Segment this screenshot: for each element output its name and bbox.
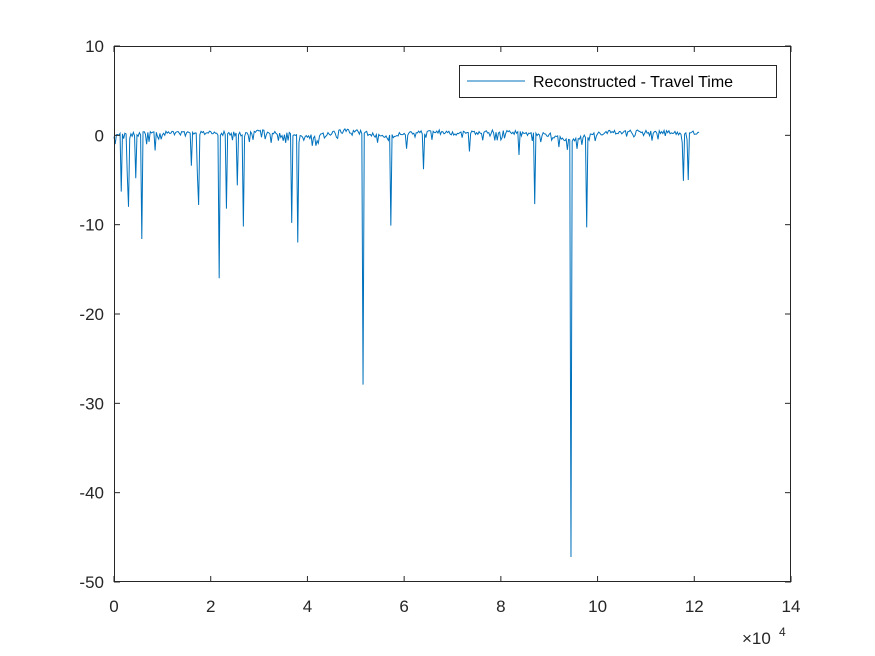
x-exponent-label: ×10	[742, 629, 771, 648]
x-tick-label: 2	[206, 597, 215, 616]
ticks-layer: 0 2 4 6 8 10 12 14 10 0 -10 -20 -30 -40 -50	[79, 37, 800, 616]
legend-label: Reconstructed - Travel Time	[533, 74, 733, 91]
x-tick-label: 10	[588, 597, 607, 616]
x-tick-label: 12	[685, 597, 704, 616]
x-exponent-power: 4	[779, 625, 786, 639]
series-layer	[113, 127, 700, 557]
x-tick-label: 0	[109, 597, 118, 616]
series-line-reconstructed-travel-time	[113, 127, 700, 557]
y-tick-label: -50	[79, 573, 104, 592]
y-tick-label: 10	[85, 37, 104, 56]
y-tick-label: 0	[95, 126, 104, 145]
y-tick-label: -10	[79, 216, 104, 235]
plot-area	[114, 46, 791, 582]
x-tick-label: 4	[303, 597, 312, 616]
y-tick-label: -30	[79, 394, 104, 413]
y-tick-label: -40	[79, 484, 104, 503]
x-tick-label: 14	[782, 597, 801, 616]
x-tick-label: 8	[496, 597, 505, 616]
legend: Reconstructed - Travel Time	[459, 65, 777, 98]
x-tick-label: 6	[399, 597, 408, 616]
y-tick-label: -20	[79, 305, 104, 324]
